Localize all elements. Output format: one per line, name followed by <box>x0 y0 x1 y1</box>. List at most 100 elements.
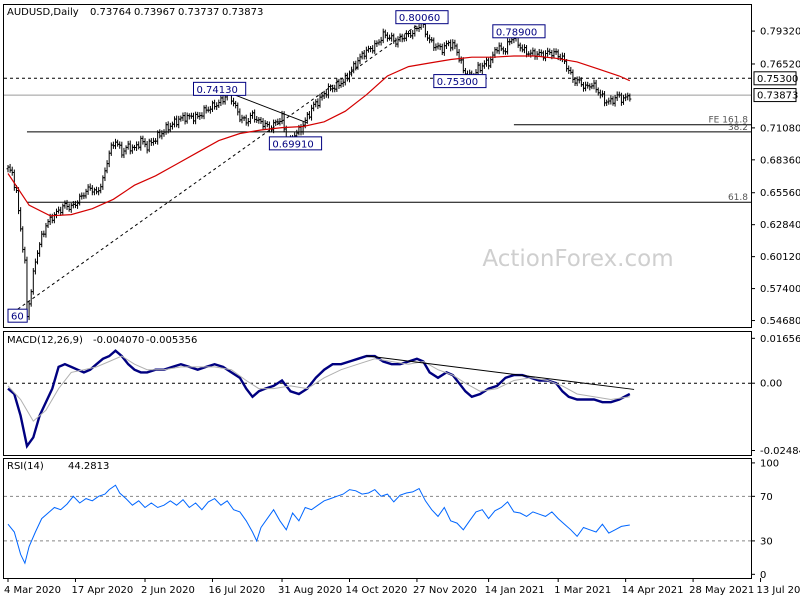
candle <box>354 60 358 71</box>
candle <box>23 246 27 264</box>
candle <box>326 83 330 99</box>
candle <box>312 101 316 112</box>
rsi-readout: 44.2813 <box>68 461 109 472</box>
candle <box>168 122 172 133</box>
candle <box>520 44 524 53</box>
candle <box>394 37 398 48</box>
candle <box>541 50 545 61</box>
candle <box>603 91 607 107</box>
candle <box>114 138 118 150</box>
candle <box>76 200 80 209</box>
annotation-label: 60 <box>11 312 24 323</box>
candle <box>493 47 497 59</box>
level-tag-box <box>753 71 797 86</box>
candle <box>400 33 404 43</box>
candle <box>242 115 246 122</box>
candle <box>33 258 37 275</box>
annotation-label: 0.80060 <box>399 13 440 24</box>
candle <box>596 87 600 96</box>
xtick-label: 17 Apr 2020 <box>71 585 133 596</box>
price-ytick-label: 0.65560 <box>760 188 800 199</box>
candle <box>369 46 373 53</box>
candle <box>192 112 195 125</box>
candle <box>170 121 174 130</box>
candle <box>164 122 168 135</box>
candle <box>194 111 198 125</box>
candle <box>343 72 347 86</box>
candle <box>609 95 613 105</box>
candle <box>40 230 44 248</box>
candle <box>567 65 571 74</box>
candle <box>510 37 514 45</box>
price-ytick-label: 0.57400 <box>760 284 800 295</box>
candle <box>485 57 489 67</box>
candle <box>8 163 12 173</box>
rsi-panel-frame <box>3 458 752 579</box>
fib-label-4: 61.8 <box>728 193 748 203</box>
candle <box>544 50 548 62</box>
candle <box>244 114 248 126</box>
candle <box>19 207 23 232</box>
candle <box>613 94 617 107</box>
candle <box>432 37 436 51</box>
candle <box>373 40 377 54</box>
xtick-label: 1 Mar 2021 <box>554 585 611 596</box>
candle <box>69 202 73 213</box>
rsi-title: RSI(14) <box>7 461 44 472</box>
annotation-box <box>395 10 449 25</box>
candle <box>255 116 259 123</box>
candle <box>122 147 126 159</box>
candle <box>571 69 575 83</box>
candle <box>221 94 225 105</box>
xtick-label: 27 Nov 2020 <box>413 585 477 596</box>
rsi-ytick-label: 30 <box>760 536 773 547</box>
watermark: ActionForex.com <box>482 246 673 272</box>
candle <box>217 99 221 108</box>
current-price-label: 0.73873 <box>757 91 798 102</box>
current-price-tag: 0.73873 <box>753 88 798 103</box>
candle <box>451 39 455 51</box>
candle <box>84 188 88 199</box>
current-price-box <box>753 88 797 103</box>
candle <box>375 40 379 47</box>
candle <box>158 129 162 139</box>
rsi-layer <box>4 484 751 565</box>
candle <box>324 90 328 98</box>
candle <box>489 56 493 69</box>
ohlc-readout: 0.73764 0.73967 0.73737 0.73873 <box>90 7 263 18</box>
candle <box>248 112 252 124</box>
level-price-tag: 0.75300 <box>753 71 798 86</box>
macd-panel-frame <box>3 331 752 456</box>
candle <box>240 114 244 124</box>
candle <box>482 60 486 69</box>
candle <box>385 32 389 42</box>
ohlc-value-0: 0.73764 <box>90 7 131 18</box>
candle <box>88 183 92 191</box>
candle <box>611 96 615 106</box>
candle <box>628 93 632 102</box>
xtick-label: 13 Jul 2021 <box>757 585 800 596</box>
price-annotation-1: 0.78900 <box>492 24 546 39</box>
candle <box>272 119 276 134</box>
candle <box>109 142 113 156</box>
candle <box>329 84 333 92</box>
candle <box>116 139 120 147</box>
trendline-0 <box>7 21 422 317</box>
candle <box>261 118 265 130</box>
candle <box>428 34 432 44</box>
xtick-label: 14 Jan 2021 <box>485 585 545 596</box>
candle <box>232 97 236 107</box>
candle <box>141 135 145 145</box>
candle <box>236 102 240 116</box>
candle <box>183 112 187 125</box>
candle <box>206 106 210 113</box>
candle <box>44 222 48 238</box>
candle <box>63 200 67 209</box>
candle <box>598 89 602 99</box>
candle <box>6 165 10 173</box>
candle <box>86 184 90 195</box>
xtick-label: 31 Aug 2020 <box>278 585 342 596</box>
candle <box>219 95 223 107</box>
